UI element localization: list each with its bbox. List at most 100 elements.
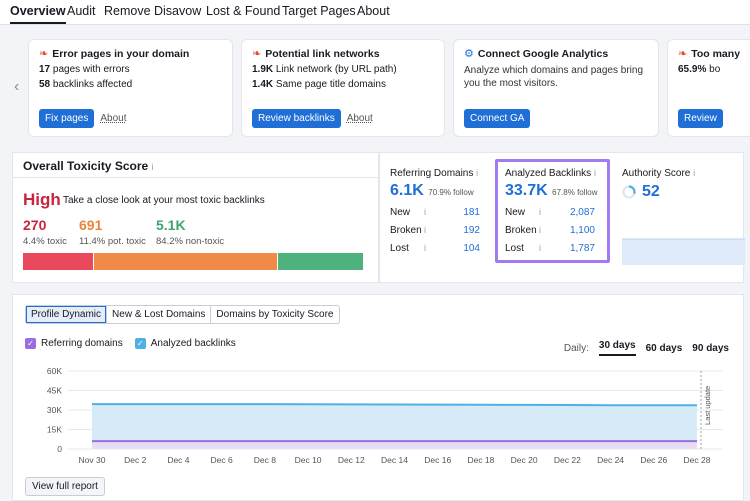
profile-dynamic-chart: 0 15K 30K 45K 60K Last update Nov 30 Dec 2 Dec 4… [47,366,723,465]
toxicity-bar [23,253,363,270]
about-link[interactable]: About [100,113,127,124]
review-button[interactable]: Review [678,109,723,128]
fire-icon: ❧ [678,48,688,60]
authority-score-title: Authority Score i [622,168,696,179]
card-line: 1.9K Link network (by URL path) [252,64,397,75]
table-row: Broken i 192 [390,225,480,236]
info-icon: i [424,207,426,217]
toxic-segment [23,253,95,270]
chart-legend: ✓ Referring domains ✓ Analyzed backlinks [25,338,236,349]
card-connect-ga: ⚙ Connect Google Analytics Analyze which … [453,39,659,137]
info-icon[interactable]: i [151,162,154,172]
chevron-left-icon[interactable]: ‹ [14,78,20,95]
tab-audit[interactable]: Audit [67,4,96,18]
x-tick-label: Dec 24 [597,455,624,465]
connect-ga-button[interactable]: Connect GA [464,109,531,128]
table-row: New i 181 [390,207,480,218]
referring-domains-col: Referring Domains i 6.1K 70.9% follow Ne… [390,168,480,254]
tab-profile-dynamic[interactable]: Profile Dynamic [26,306,108,323]
x-tick-label: Dec 18 [467,455,494,465]
non-toxic-count[interactable]: 5.1K [156,217,186,233]
y-tick-label: 0 [57,444,62,454]
pot-toxic-segment [94,253,278,270]
tab-overview[interactable]: Overview [10,4,66,24]
tab-new-lost-domains[interactable]: New & Lost Domains [107,306,212,323]
broken-domains-value[interactable]: 192 [463,225,480,236]
card-title: Connect Google Analytics [477,47,609,60]
card-text: Analyze which domains and pages bring yo… [464,65,643,89]
gear-icon: ⚙ [464,48,474,60]
pot-toxic-label: 11.4% pot. toxic [79,236,146,247]
analyzed-backlinks-value[interactable]: 33.7K 67.8% follow [505,182,598,199]
info-icon[interactable]: i [476,168,479,178]
info-icon[interactable]: i [593,168,596,178]
legend-label: Analyzed backlinks [150,338,236,349]
checkbox-checked-icon[interactable]: ✓ [25,338,36,349]
card-line: 17 pages with errors [39,64,130,75]
series-line-analyzed-backlinks [92,403,697,407]
table-row: Lost i 1,787 [505,243,595,254]
table-row: New i 2,087 [505,207,595,218]
y-tick-label: 15K [47,425,62,435]
new-backlinks-value[interactable]: 2,087 [569,207,595,218]
x-tick-label: Dec 6 [211,455,233,465]
info-icon[interactable]: i [693,168,696,178]
legend-analyzed-backlinks[interactable]: ✓ Analyzed backlinks [134,338,236,349]
period-60-days[interactable]: 60 days [645,342,683,354]
toxicity-title: Overall Toxicity Score i [23,159,154,173]
period-selector: Daily: 30 days 60 days 90 days [564,340,729,356]
period-90-days[interactable]: 90 days [692,342,729,354]
series-area-analyzed-backlinks [92,404,697,449]
x-tick-label: Nov 30 [79,455,106,465]
tab-disavow[interactable]: Disavow [154,4,202,18]
tab-lost-and-found[interactable]: Lost & Found [206,4,281,18]
analyzed-backlinks-highlight [495,159,610,263]
non-toxic-segment [277,253,363,270]
analyzed-backlinks-col: Analyzed Backlinks i 33.7K 67.8% follow … [505,168,598,254]
x-tick-label: Dec 4 [167,455,189,465]
tab-domains-by-toxicity[interactable]: Domains by Toxicity Score [216,309,334,320]
toxicity-panel: Overall Toxicity Score i High Take a clo… [12,152,379,283]
view-full-report-button[interactable]: View full report [25,477,105,496]
period-30-days[interactable]: 30 days [598,340,636,356]
checkbox-checked-icon[interactable]: ✓ [134,338,146,349]
new-domains-value[interactable]: 181 [463,207,480,218]
info-icon: i [424,243,426,253]
profile-dynamic-panel: Profile Dynamic New & Lost Domains Domai… [12,294,744,501]
non-toxic-label: 84.2% non-toxic [156,236,225,247]
about-link[interactable]: About [346,113,373,124]
tab-target-pages[interactable]: Target Pages [282,4,356,18]
analyzed-backlinks-title: Analyzed Backlinks i [505,168,596,179]
authority-gauge-icon [622,185,636,199]
lost-domains-value[interactable]: 104 [463,243,480,254]
toxicity-level: High [23,190,61,209]
card-line: 58 backlinks affected [39,79,133,90]
x-tick-label: Dec 22 [554,455,581,465]
referring-domains-value[interactable]: 6.1K 70.9% follow [390,182,474,199]
pot-toxic-count[interactable]: 691 [79,217,103,233]
toxic-count[interactable]: 270 [23,217,47,233]
card-line: 65.9% bo [678,64,721,75]
tab-about[interactable]: About [357,4,390,18]
card-title: Too many [691,47,741,60]
table-row: Lost i 104 [390,243,480,254]
broken-backlinks-value[interactable]: 1,100 [569,225,595,236]
legend-referring-domains[interactable]: ✓ Referring domains [25,338,123,349]
lost-backlinks-value[interactable]: 1,787 [569,243,595,254]
y-tick-label: 30K [47,405,62,415]
x-tick-label: Dec 2 [124,455,146,465]
x-tick-label: Dec 14 [381,455,408,465]
legend-label: Referring domains [41,338,123,349]
authority-score-value[interactable]: 52 [642,183,660,200]
insights-carousel: ‹ › ❧Error pages in your domain 17 pages… [0,26,750,146]
card-too-many: ❧ Too many 65.9% bo Review [667,39,750,137]
review-backlinks-button[interactable]: Review backlinks [252,109,341,128]
info-icon: i [539,207,541,217]
tab-remove[interactable]: Remove [104,4,151,18]
fix-pages-button[interactable]: Fix pages [39,109,95,128]
x-tick-label: Dec 12 [338,455,365,465]
x-tick-label: Dec 26 [640,455,667,465]
card-link-networks: ❧ Potential link networks 1.9K Link netwo… [241,39,445,137]
card-title: Potential link networks [265,47,380,60]
x-tick-label: Dec 28 [684,455,711,465]
